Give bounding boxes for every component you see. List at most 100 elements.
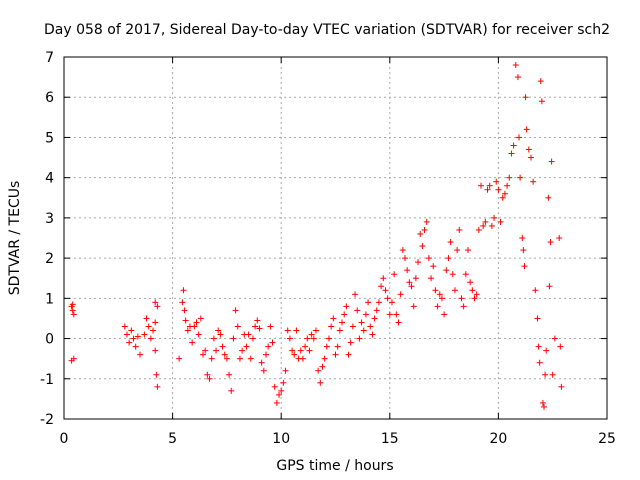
data-point [395, 319, 402, 326]
x-tick-label: 20 [489, 431, 507, 447]
data-point [354, 307, 361, 314]
data-point [386, 311, 393, 318]
data-point [534, 315, 541, 322]
data-point [184, 327, 191, 334]
data-point [145, 323, 152, 330]
data-point [176, 355, 183, 362]
data-point [382, 287, 389, 294]
y-tick-label: 7 [45, 50, 54, 66]
data-point [278, 387, 285, 394]
data-point [213, 347, 220, 354]
data-point [358, 319, 365, 326]
data-point [291, 351, 298, 358]
data-point [230, 335, 237, 342]
data-point [336, 327, 343, 334]
data-point [152, 319, 159, 326]
data-point [128, 327, 135, 334]
data-point [460, 303, 467, 310]
data-point [486, 182, 493, 189]
data-point [179, 299, 186, 306]
data-point [132, 343, 139, 350]
data-point [221, 351, 228, 358]
data-point [202, 347, 209, 354]
data-point [430, 263, 437, 270]
y-tick-label: 6 [45, 90, 54, 106]
data-point [473, 291, 480, 298]
data-point [549, 371, 556, 378]
data-point [421, 226, 428, 233]
data-point [484, 186, 491, 193]
data-point [258, 359, 265, 366]
data-point [299, 355, 306, 362]
plot-area [63, 56, 608, 420]
data-point [256, 325, 263, 332]
data-point [154, 383, 161, 390]
data-point [493, 178, 500, 185]
y-tick-label: 3 [45, 211, 54, 227]
data-point [425, 255, 432, 262]
y-tick-label: 5 [45, 130, 54, 146]
data-point [527, 154, 534, 161]
data-point [520, 247, 527, 254]
chart-title: Day 058 of 2017, Sidereal Day-to-day VTE… [44, 22, 610, 38]
data-point [535, 343, 542, 350]
axis-ticks [63, 56, 608, 420]
data-point [462, 271, 469, 278]
data-point [181, 307, 188, 314]
data-point [365, 299, 372, 306]
data-point [352, 291, 359, 298]
data-point [508, 150, 515, 157]
data-point [334, 343, 341, 350]
data-point [332, 351, 339, 358]
data-point [514, 74, 521, 81]
data-point [541, 403, 548, 410]
data-point [436, 291, 443, 298]
data-point [551, 335, 558, 342]
data-point [375, 299, 382, 306]
data-point [228, 387, 235, 394]
data-point [347, 339, 354, 346]
data-point [126, 339, 133, 346]
plot-frame [63, 56, 608, 420]
data-point [325, 335, 332, 342]
data-point [447, 239, 454, 246]
data-point [546, 283, 553, 290]
data-point [297, 347, 304, 354]
data-point [200, 351, 207, 358]
data-point [391, 271, 398, 278]
y-tick-labels: -2 -1 0 1 2 3 4 5 6 7 [40, 50, 54, 428]
data-point [271, 383, 278, 390]
data-point [269, 339, 276, 346]
data-point [317, 379, 324, 386]
y-tick-label: 2 [45, 251, 54, 267]
data-point [243, 343, 250, 350]
data-point [523, 126, 530, 133]
data-point [69, 301, 76, 308]
data-point [491, 214, 498, 221]
data-point [130, 335, 137, 342]
data-point [215, 327, 222, 334]
data-point [488, 222, 495, 229]
data-point [286, 335, 293, 342]
x-tick-label: 10 [272, 431, 290, 447]
y-axis-label: SDTVAR / TECUs [7, 181, 23, 296]
data-point [548, 158, 555, 165]
data-point [542, 371, 549, 378]
data-point [538, 98, 545, 105]
data-point [480, 222, 487, 229]
data-point [143, 315, 150, 322]
data-point [282, 367, 289, 374]
x-axis-label: GPS time / hours [276, 458, 393, 474]
data-point [469, 287, 476, 294]
data-point [532, 287, 539, 294]
data-point [315, 367, 322, 374]
data-point [356, 335, 363, 342]
data-point [210, 335, 217, 342]
data-point [438, 295, 445, 302]
data-point [543, 347, 550, 354]
data-point [345, 351, 352, 358]
data-point [260, 367, 267, 374]
data-point [236, 355, 243, 362]
data-points [68, 62, 565, 410]
